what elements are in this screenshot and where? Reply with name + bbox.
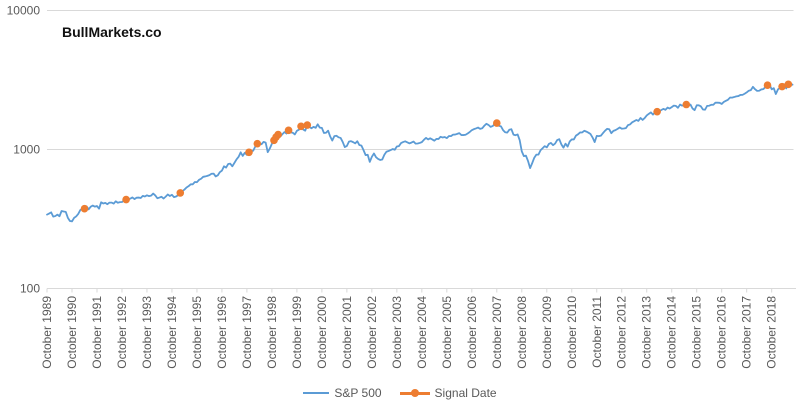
x-tick-label: October 1991 [90,296,104,369]
y-tick-label: 100 [20,282,40,296]
signal-dot [778,82,786,91]
x-tick-label: October 2014 [665,296,679,369]
y-gridlines [47,10,794,289]
y-tick-labels: 10000 1000 100 [7,4,41,296]
x-tick-label: October 2002 [365,296,379,369]
legend: S&P 500 Signal Date [0,384,800,402]
x-tick-label: October 2017 [740,296,754,369]
y-tick-label: 1000 [13,143,40,157]
signal-dot [303,121,312,129]
x-tick-label: October 2012 [615,296,629,369]
x-tick-label: October 1998 [265,296,279,369]
signal-dot [682,100,691,109]
x-tick-label: October 2004 [415,296,429,369]
signal-dot [253,139,262,148]
y-tick-label: 10000 [7,4,41,18]
legend-label-sp500: S&P 500 [334,386,382,400]
x-tick-label: October 1999 [290,296,304,369]
x-tick-label: October 2013 [640,296,654,369]
signal-dot [653,107,661,116]
sp500-line-swatch-icon [303,392,330,394]
x-tick-label: October 1995 [190,296,204,369]
legend-label-signal-date: Signal Date [434,386,497,400]
x-tick-label: October 1992 [115,296,129,369]
x-tick-label: October 1989 [40,296,54,369]
x-tick-label: October 2007 [490,296,504,369]
signal-dots [80,80,793,213]
x-tick-label: October 2000 [315,296,329,369]
sp500-line [46,82,794,223]
signal-dot [122,195,130,204]
x-axis [46,288,796,293]
signal-dot [80,204,89,213]
signal-dot [274,130,282,139]
x-tick-label: October 2011 [590,296,604,368]
x-tick-label: October 2006 [465,296,479,369]
x-tick-label: October 2003 [390,296,404,369]
x-tick-labels: October 1989 October 1990 October 1991 Octo… [40,296,779,369]
signal-dot [784,80,793,89]
x-tick-label: October 1993 [140,296,154,369]
legend-item-signal-date: Signal Date [399,386,497,400]
x-tick-label: October 2009 [540,296,554,369]
signal-dot [284,126,293,135]
x-tick-label: October 2001 [340,296,354,369]
x-tick-label: October 2015 [690,296,704,369]
x-tick-label: October 2016 [715,296,729,369]
x-tick-label: October 2018 [765,296,779,369]
signal-dot [297,122,305,131]
chart-title: BullMarkets.co [62,24,162,40]
x-tick-label: October 1994 [165,296,179,369]
signal-dot [176,189,185,197]
signal-dot [493,119,501,127]
signal-date-swatch-icon [399,389,430,397]
x-tick-label: October 2008 [515,296,529,369]
signal-marker-icon [410,389,419,397]
x-tick-label: October 2005 [440,296,454,369]
legend-item-sp500: S&P 500 [303,386,382,400]
signal-dot [763,81,772,89]
x-tick-label: October 2010 [565,296,579,369]
signal-dot [245,148,253,157]
x-tick-label: October 1997 [240,296,254,369]
x-tick-label: October 1990 [65,296,79,369]
x-tick-label: October 1996 [215,296,229,369]
